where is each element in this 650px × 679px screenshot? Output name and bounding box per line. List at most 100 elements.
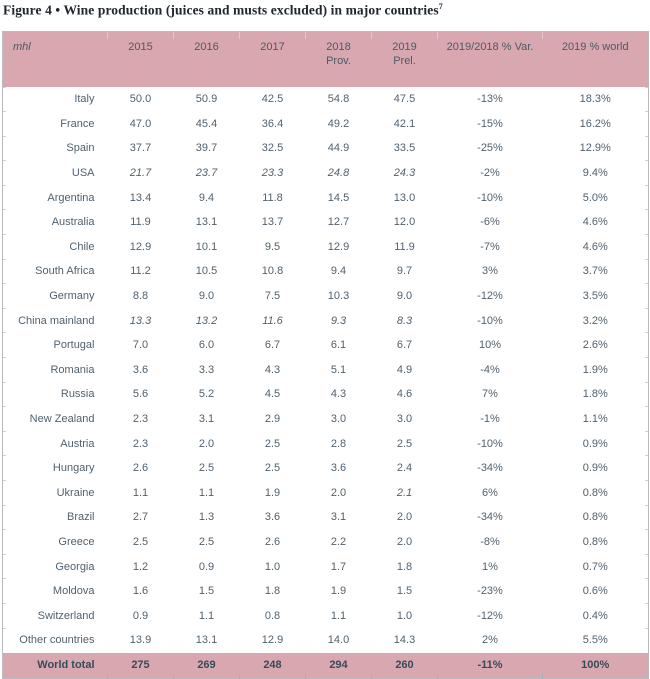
value-cell: 24.8	[327, 167, 350, 180]
value-cell: 23.3	[261, 167, 284, 180]
value-cell: 2.5	[132, 535, 149, 548]
value-cell: 5.2	[198, 388, 215, 401]
value-cell: 7.5	[264, 290, 281, 303]
value-cell: 2.0	[198, 437, 215, 450]
table-row: Austria 2.3 2.0 2.5 2.8 2.5 -10% 0.9%	[2, 430, 649, 456]
value-cell: 1.7	[330, 560, 347, 573]
world-share-cell: 0.9%	[543, 430, 649, 456]
variation-cell: -25%	[477, 142, 503, 155]
value-cell: 2.1	[396, 486, 413, 499]
value-cell: 3.3	[198, 363, 215, 376]
value-cell: 4.3	[264, 363, 281, 376]
country-label: Georgia	[2, 553, 108, 579]
country-label: Spain	[2, 135, 108, 161]
table-row: France 47.0 45.4 36.4 49.2 42.1 -15% 16.2%	[2, 111, 649, 137]
column-header: 2016	[173, 31, 240, 87]
value-cell: 1.5	[396, 585, 413, 598]
variation-cell: 3%	[482, 265, 498, 278]
value-cell: 13.1	[195, 634, 218, 647]
table-row: Moldova 1.6 1.5 1.8 1.9 1.5 -23% 0.6%	[2, 578, 649, 604]
value-cell: 1.1	[198, 486, 215, 499]
country-label: Portugal	[2, 332, 108, 358]
header-row: mhl 2015 2016 2017 2018 Prov. 2019 Prel. 2019/2…	[2, 31, 649, 87]
value-cell: 6.1	[330, 339, 347, 352]
value-cell: 1.3	[198, 511, 215, 524]
table-row: Georgia 1.2 0.9 1.0 1.7 1.8 1% 0.7%	[2, 553, 649, 579]
variation-cell: -10%	[477, 437, 503, 450]
table-row: New Zealand 2.3 3.1 2.9 3.0 3.0 -1% 1.1%	[2, 406, 649, 432]
value-cell: 4.3	[330, 388, 347, 401]
world-share-cell: 1.9%	[543, 357, 649, 383]
table-row: Argentina 13.4 9.4 11.8 14.5 13.0 -10% 5.0%	[2, 184, 649, 210]
value-cell: 12.9	[261, 634, 284, 647]
table-row: Ukraine 1.1 1.1 1.9 2.0 2.1 6% 0.8%	[2, 480, 649, 506]
value-cell: 13.1	[195, 216, 218, 229]
value-cell: 44.9	[327, 142, 350, 155]
value-cell: 2.0	[396, 535, 413, 548]
value-cell: 2.5	[396, 437, 413, 450]
value-cell: 2.6	[132, 462, 149, 475]
table-row: South Africa 11.2 10.5 10.8 9.4 9.7 3% 3.7%	[2, 258, 649, 284]
value-cell: 2.0	[330, 486, 347, 499]
value-cell: 0.9	[198, 560, 215, 573]
wine-production-table: mhl 2015 2016 2017 2018 Prov. 2019 Prel. 2019/2…	[2, 31, 649, 679]
value-cell: 11.6	[262, 314, 283, 327]
value-cell: 2.5	[198, 462, 215, 475]
value-cell: 42.5	[261, 93, 284, 106]
value-cell: 3.0	[396, 413, 413, 426]
table-row: Hungary 2.6 2.5 2.5 3.6 2.4 -34% 0.9%	[2, 455, 649, 481]
country-label: China mainland	[2, 307, 108, 333]
variation-cell: -7%	[480, 240, 500, 253]
world-share-cell: 12.9%	[543, 135, 649, 161]
value-cell: 14.5	[327, 191, 350, 204]
table-row: Germany 8.8 9.0 7.5 10.3 9.0 -12% 3.5%	[2, 283, 649, 309]
value-cell: 10.5	[195, 265, 218, 278]
value-cell: 12.7	[327, 216, 350, 229]
value-cell: 9.5	[264, 240, 281, 253]
world-total-row: World total 275 269 248 294 260 -11% 100%	[2, 652, 649, 679]
table-row: Switzerland 0.9 1.1 0.8 1.1 1.0 -12% 0.4%	[2, 602, 649, 628]
value-cell: 9.0	[198, 290, 215, 303]
variation-cell: -1%	[480, 413, 500, 426]
variation-cell: -34%	[477, 511, 503, 524]
value-cell: 11.9	[130, 216, 151, 229]
table-row: China mainland 13.3 13.2 11.6 9.3 8.3 -10% 3.2%	[2, 307, 649, 333]
variation-cell: -10%	[477, 191, 503, 204]
country-label: Moldova	[2, 578, 108, 604]
column-header: 2017	[239, 31, 306, 87]
value-cell: 10.1	[195, 240, 218, 253]
value-cell: 5.6	[132, 388, 149, 401]
variation-cell: 2%	[482, 634, 498, 647]
value-cell: 3.6	[264, 511, 281, 524]
world-share-cell: 0.7%	[543, 553, 649, 579]
world-share-cell: 0.6%	[543, 578, 649, 604]
value-cell: 24.3	[393, 167, 416, 180]
world-share-cell: 5.0%	[543, 184, 649, 210]
value-cell: 1.1	[198, 609, 215, 622]
table-row: Russia 5.6 5.2 4.5 4.3 4.6 7% 1.8%	[2, 381, 649, 407]
variation-cell: -6%	[480, 216, 500, 229]
country-label: France	[2, 111, 108, 137]
value-cell: 47.0	[129, 117, 152, 130]
value-cell: 12.0	[393, 216, 416, 229]
variation-cell: -11%	[437, 652, 543, 679]
variation-cell: -4%	[480, 363, 500, 376]
value-cell: 1.0	[396, 609, 413, 622]
column-header: 2018 Prov.	[305, 31, 372, 87]
country-label: South Africa	[2, 258, 108, 284]
value-cell: 1.8	[396, 560, 413, 573]
value-cell: 14.0	[327, 634, 350, 647]
column-header: 2019/2018 % Var.	[437, 31, 543, 87]
value-cell: 4.6	[396, 388, 413, 401]
table-row: USA 21.7 23.7 23.3 24.8 24.3 -2% 9.4%	[2, 160, 649, 186]
country-label: Australia	[2, 209, 108, 235]
variation-cell: -8%	[480, 535, 500, 548]
variation-cell: -10%	[477, 314, 503, 327]
value-cell: 2.7	[132, 511, 149, 524]
world-share-cell: 4.6%	[543, 234, 649, 260]
country-label: Other countries	[2, 627, 108, 653]
value-cell: 2.0	[396, 511, 413, 524]
value-cell: 2.2	[330, 535, 347, 548]
world-share-cell: 16.2%	[543, 111, 649, 137]
value-cell: 13.7	[261, 216, 284, 229]
